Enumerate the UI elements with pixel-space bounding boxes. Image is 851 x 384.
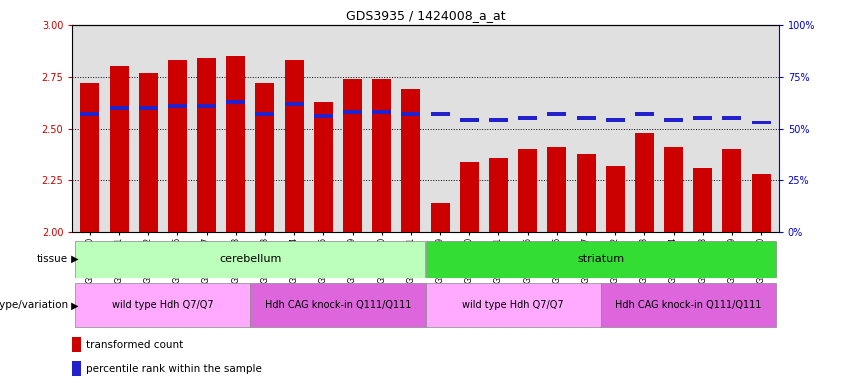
Bar bbox=[606, 166, 625, 232]
Bar bbox=[722, 149, 741, 232]
Bar bbox=[80, 112, 100, 116]
Bar bbox=[285, 102, 304, 106]
Bar bbox=[343, 79, 362, 232]
Bar bbox=[426, 241, 776, 278]
Text: wild type Hdh Q7/Q7: wild type Hdh Q7/Q7 bbox=[112, 300, 214, 310]
Bar bbox=[635, 133, 654, 232]
Bar bbox=[75, 241, 426, 278]
Bar bbox=[314, 102, 333, 232]
Bar bbox=[402, 89, 420, 232]
Bar bbox=[72, 361, 81, 376]
Bar bbox=[664, 119, 683, 122]
Text: ▶: ▶ bbox=[68, 254, 78, 264]
Bar bbox=[635, 112, 654, 116]
Bar bbox=[547, 147, 566, 232]
Bar bbox=[226, 100, 245, 104]
Bar bbox=[751, 174, 771, 232]
Bar bbox=[285, 60, 304, 232]
Text: ▶: ▶ bbox=[68, 300, 78, 310]
Title: GDS3935 / 1424008_a_at: GDS3935 / 1424008_a_at bbox=[346, 9, 505, 22]
Text: cerebellum: cerebellum bbox=[220, 254, 282, 264]
Bar bbox=[110, 66, 129, 232]
Bar bbox=[694, 168, 712, 232]
Text: genotype/variation: genotype/variation bbox=[0, 300, 68, 310]
Bar bbox=[460, 119, 479, 122]
Text: transformed count: transformed count bbox=[86, 339, 183, 350]
Bar bbox=[431, 112, 449, 116]
Bar bbox=[576, 116, 596, 120]
Bar bbox=[694, 116, 712, 120]
Bar bbox=[226, 56, 245, 232]
Bar bbox=[460, 162, 479, 232]
Text: percentile rank within the sample: percentile rank within the sample bbox=[86, 364, 262, 374]
Bar bbox=[489, 158, 508, 232]
Bar bbox=[518, 116, 537, 120]
Bar bbox=[601, 283, 776, 328]
Text: Hdh CAG knock-in Q111/Q111: Hdh CAG knock-in Q111/Q111 bbox=[265, 300, 411, 310]
Bar bbox=[751, 121, 771, 124]
Bar bbox=[402, 112, 420, 116]
Bar bbox=[314, 114, 333, 118]
Bar bbox=[168, 60, 187, 232]
Bar bbox=[664, 147, 683, 232]
Bar bbox=[197, 104, 216, 108]
Bar bbox=[75, 283, 250, 328]
Bar bbox=[72, 337, 81, 353]
Bar bbox=[110, 106, 129, 110]
Bar bbox=[250, 283, 426, 328]
Bar bbox=[722, 116, 741, 120]
Bar bbox=[80, 83, 100, 232]
Bar bbox=[431, 203, 449, 232]
Bar bbox=[576, 154, 596, 232]
Bar bbox=[343, 110, 362, 114]
Text: striatum: striatum bbox=[577, 254, 624, 264]
Bar bbox=[426, 283, 601, 328]
Bar bbox=[139, 106, 157, 110]
Bar bbox=[168, 104, 187, 108]
Text: tissue: tissue bbox=[37, 254, 68, 264]
Bar bbox=[489, 119, 508, 122]
Bar bbox=[372, 110, 391, 114]
Bar bbox=[518, 149, 537, 232]
Bar bbox=[255, 83, 275, 232]
Bar bbox=[606, 119, 625, 122]
Bar bbox=[372, 79, 391, 232]
Bar bbox=[139, 73, 157, 232]
Bar bbox=[255, 112, 275, 116]
Bar bbox=[547, 112, 566, 116]
Bar bbox=[197, 58, 216, 232]
Text: wild type Hdh Q7/Q7: wild type Hdh Q7/Q7 bbox=[462, 300, 564, 310]
Text: Hdh CAG knock-in Q111/Q111: Hdh CAG knock-in Q111/Q111 bbox=[615, 300, 762, 310]
